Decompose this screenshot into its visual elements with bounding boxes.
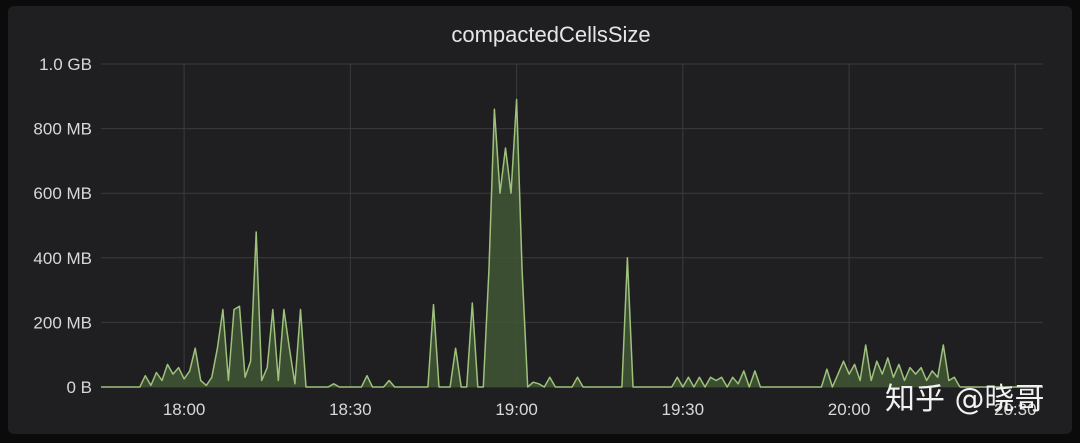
x-tick-label: 18:30 [329, 400, 372, 419]
x-tick-label: 20:00 [828, 400, 871, 419]
y-tick-label: 600 MB [33, 184, 92, 203]
y-tick-label: 800 MB [33, 120, 92, 139]
y-tick-label: 1.0 GB [39, 55, 92, 74]
series-area [101, 99, 960, 387]
chart-title: compactedCellsSize [451, 22, 650, 47]
x-tick-label: 19:30 [662, 400, 705, 419]
x-tick-label: 20:30 [994, 400, 1037, 419]
x-tick-label: 19:00 [495, 400, 538, 419]
series-layer [101, 98, 1043, 388]
watermark: 知乎 @晓哥 [885, 382, 1045, 417]
y-axis: 0 B 200 MB 400 MB 600 MB 800 MB 1.0 GB [33, 55, 92, 397]
y-tick-label: 400 MB [33, 249, 92, 268]
y-tick-label: 200 MB [33, 313, 92, 332]
y-tick-label: 0 B [66, 378, 92, 397]
x-tick-label: 18:00 [163, 400, 206, 419]
x-axis: 18:00 18:30 19:00 19:30 20:00 20:30 [163, 400, 1037, 419]
chart-panel [8, 6, 1072, 434]
series-line [101, 98, 961, 388]
